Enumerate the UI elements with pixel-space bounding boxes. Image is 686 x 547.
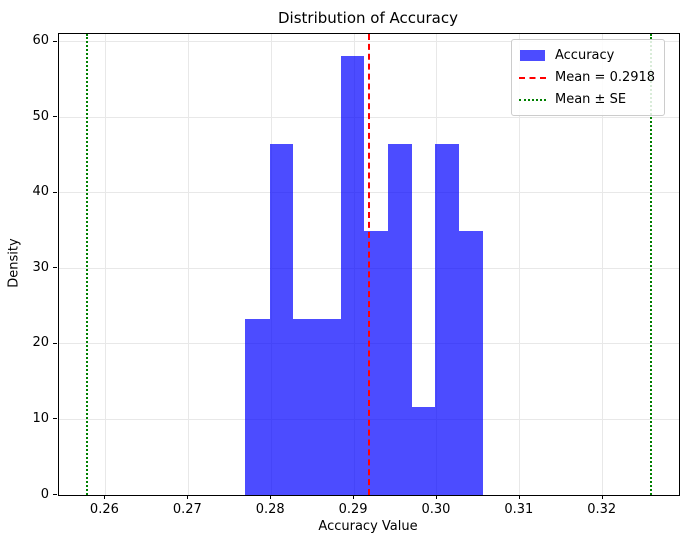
- histogram-bar: [269, 143, 293, 495]
- histogram-bar: [388, 143, 413, 495]
- x-tick: [353, 495, 355, 499]
- histogram-bar: [435, 143, 460, 495]
- green-dotted-line-swatch: [519, 98, 546, 101]
- y-tick-label: 40: [32, 184, 49, 200]
- chart-title: Distribution of Accuracy: [278, 9, 458, 27]
- x-tick: [187, 495, 189, 499]
- x-tick: [601, 495, 603, 499]
- x-gridline: [602, 34, 604, 495]
- x-gridline: [187, 34, 189, 495]
- x-tick-label: 0.30: [421, 502, 451, 517]
- y-tick: [53, 494, 57, 495]
- histogram-bar: [459, 231, 484, 495]
- legend-label-mean: Mean = 0.2918: [555, 70, 656, 85]
- se-line: [86, 34, 89, 495]
- y-tick-label: 10: [32, 410, 49, 426]
- x-tick-label: 0.27: [172, 502, 202, 517]
- legend-swatch-box: [519, 50, 546, 61]
- y-tick: [53, 116, 57, 118]
- x-tick: [435, 495, 437, 499]
- mean-line: [368, 34, 370, 495]
- x-gridline: [104, 34, 106, 495]
- x-axis-label: Accuracy Value: [318, 519, 418, 534]
- x-tick: [518, 495, 520, 499]
- histogram-bar: [292, 319, 317, 495]
- y-tick-label: 30: [32, 259, 49, 275]
- x-gridline: [519, 34, 521, 495]
- y-tick: [53, 191, 57, 193]
- histogram-bar: [245, 319, 270, 495]
- x-tick-label: 0.31: [504, 502, 534, 517]
- x-tick: [270, 495, 272, 499]
- se-line: [649, 34, 652, 495]
- legend: Accuracy Mean = 0.2918 Mean ± SE: [511, 39, 666, 116]
- x-tick-label: 0.28: [255, 502, 285, 517]
- legend-swatch-box: [519, 98, 546, 101]
- legend-entry-se: Mean ± SE: [519, 90, 655, 109]
- y-tick: [53, 418, 57, 420]
- histogram-bar: [316, 319, 341, 495]
- x-tick: [104, 495, 106, 499]
- y-tick-label: 50: [32, 108, 49, 124]
- x-tick-label: 0.29: [338, 502, 368, 517]
- y-tick-label: 0: [40, 486, 49, 502]
- x-tick-label: 0.32: [587, 502, 617, 517]
- histogram-bar: [340, 56, 365, 495]
- x-tick-label: 0.26: [89, 502, 119, 517]
- y-axis-label: Density: [6, 238, 22, 288]
- legend-entry-accuracy: Accuracy: [519, 46, 655, 65]
- histogram-bar: [412, 407, 436, 495]
- y-tick: [53, 40, 57, 42]
- blue-patch-swatch: [520, 50, 545, 61]
- y-tick-label: 20: [32, 335, 49, 351]
- legend-label-accuracy: Accuracy: [555, 48, 615, 63]
- legend-entry-mean: Mean = 0.2918: [519, 68, 655, 87]
- legend-swatch-box: [519, 76, 546, 79]
- red-dashed-line-swatch: [519, 76, 546, 79]
- y-tick: [53, 267, 57, 269]
- y-tick-label: 60: [32, 33, 49, 49]
- y-tick: [53, 342, 57, 344]
- legend-label-se: Mean ± SE: [555, 92, 627, 107]
